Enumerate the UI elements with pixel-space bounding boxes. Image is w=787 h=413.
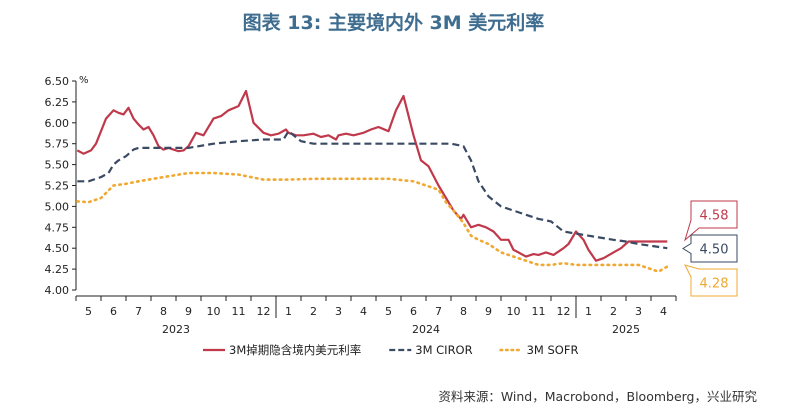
x-tick-label: 3: [335, 305, 342, 318]
y-tick-label: 6.00: [45, 117, 70, 130]
x-tick-label: 6: [410, 305, 417, 318]
legend-label: 3M SOFR: [527, 343, 579, 357]
x-tick-label: 3: [635, 305, 642, 318]
x-tick-label: 5: [85, 305, 92, 318]
y-tick-label: 6.50: [45, 75, 70, 88]
end-value-label: 4.50: [700, 243, 729, 258]
end-value-label: 4.58: [700, 209, 729, 224]
end-value-callout: [682, 234, 738, 263]
x-tick-label: 5: [385, 305, 392, 318]
legend-label: 3M掉期隐含境内美元利率: [229, 343, 361, 357]
x-tick-label: 2: [310, 305, 317, 318]
x-tick-label: 11: [232, 305, 246, 318]
y-tick-label: 5.50: [45, 159, 70, 172]
x-tick-label: 1: [585, 305, 592, 318]
x-tick-label: 2: [610, 305, 617, 318]
source-note: 资料来源：Wind，Macrobond，Bloomberg，兴业研究: [438, 389, 757, 404]
y-tick-label: 4.75: [45, 221, 70, 234]
x-tick-label: 9: [485, 305, 492, 318]
x-tick-label: 8: [460, 305, 467, 318]
x-tick-label: 10: [207, 305, 221, 318]
y-tick-label: 6.25: [45, 96, 70, 109]
x-tick-label: 9: [185, 305, 192, 318]
end-value-callout: [684, 264, 738, 297]
y-axis-unit: %: [79, 75, 89, 86]
x-tick-label: 12: [557, 305, 571, 318]
x-tick-label: 7: [435, 305, 442, 318]
end-value-label: 4.28: [700, 277, 729, 292]
y-tick-label: 4.50: [45, 242, 70, 255]
y-tick-label: 4.00: [45, 284, 70, 297]
chart-title: 图表 13: 主要境内外 3M 美元利率: [242, 12, 545, 34]
y-tick-label: 5.25: [45, 180, 70, 193]
legend-label: 3M CIROR: [415, 343, 472, 357]
x-tick-label: 11: [532, 305, 546, 318]
year-label: 2025: [612, 323, 640, 336]
x-tick-label: 1: [285, 305, 292, 318]
year-label: 2024: [412, 323, 440, 336]
y-tick-label: 5.00: [45, 200, 70, 213]
x-tick-label: 10: [507, 305, 521, 318]
x-tick-label: 8: [160, 305, 167, 318]
series-line: [76, 171, 669, 273]
series-line: [76, 89, 668, 262]
year-label: 2023: [162, 323, 190, 336]
x-tick-label: 4: [660, 305, 667, 318]
x-tick-label: 6: [110, 305, 117, 318]
x-tick-label: 4: [360, 305, 367, 318]
x-tick-label: 7: [135, 305, 142, 318]
y-tick-label: 4.25: [45, 263, 70, 276]
y-tick-label: 5.75: [45, 138, 70, 151]
x-tick-label: 12: [257, 305, 271, 318]
series-line: [77, 130, 668, 250]
end-value-callout: [684, 200, 738, 242]
